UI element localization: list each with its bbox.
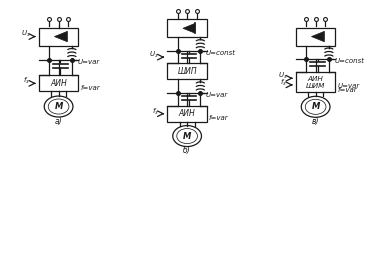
Text: U=var: U=var (77, 59, 100, 65)
Text: М: М (311, 102, 320, 111)
Text: ШИП: ШИП (177, 67, 197, 76)
Text: $f_з$: $f_з$ (280, 78, 287, 88)
Circle shape (44, 96, 73, 117)
Text: U=const: U=const (206, 50, 236, 56)
Text: $f_з$: $f_з$ (23, 76, 30, 86)
Circle shape (305, 99, 326, 114)
Bar (296, 28, 335, 46)
Text: М: М (183, 132, 191, 140)
Bar (39, 28, 79, 46)
Text: U=var: U=var (337, 83, 359, 89)
Text: U=var: U=var (206, 92, 228, 98)
Circle shape (48, 99, 69, 114)
Bar (296, 72, 335, 92)
Circle shape (301, 96, 330, 117)
Text: U=const: U=const (335, 58, 364, 64)
Polygon shape (183, 23, 195, 33)
Text: f=var: f=var (80, 85, 100, 91)
Text: f=var: f=var (337, 87, 357, 93)
Circle shape (173, 126, 201, 147)
Polygon shape (311, 32, 324, 41)
Text: $f_з$: $f_з$ (152, 107, 159, 116)
Bar (167, 63, 207, 79)
Bar (39, 75, 79, 91)
Text: f=var: f=var (209, 115, 228, 121)
Text: АИН: АИН (50, 79, 67, 88)
Text: АИН
ШИМ: АИН ШИМ (306, 76, 325, 89)
Text: $U_з$: $U_з$ (277, 71, 287, 81)
Text: а): а) (55, 117, 62, 126)
Text: б): б) (183, 146, 191, 155)
Bar (167, 106, 207, 122)
Text: АИН: АИН (179, 109, 195, 118)
Bar (167, 19, 207, 37)
Polygon shape (54, 32, 67, 41)
Text: $U_з$: $U_з$ (149, 50, 159, 60)
Text: в): в) (312, 118, 319, 126)
Circle shape (177, 129, 197, 144)
Text: М: М (54, 102, 63, 111)
Text: $U_з$: $U_з$ (20, 29, 30, 39)
